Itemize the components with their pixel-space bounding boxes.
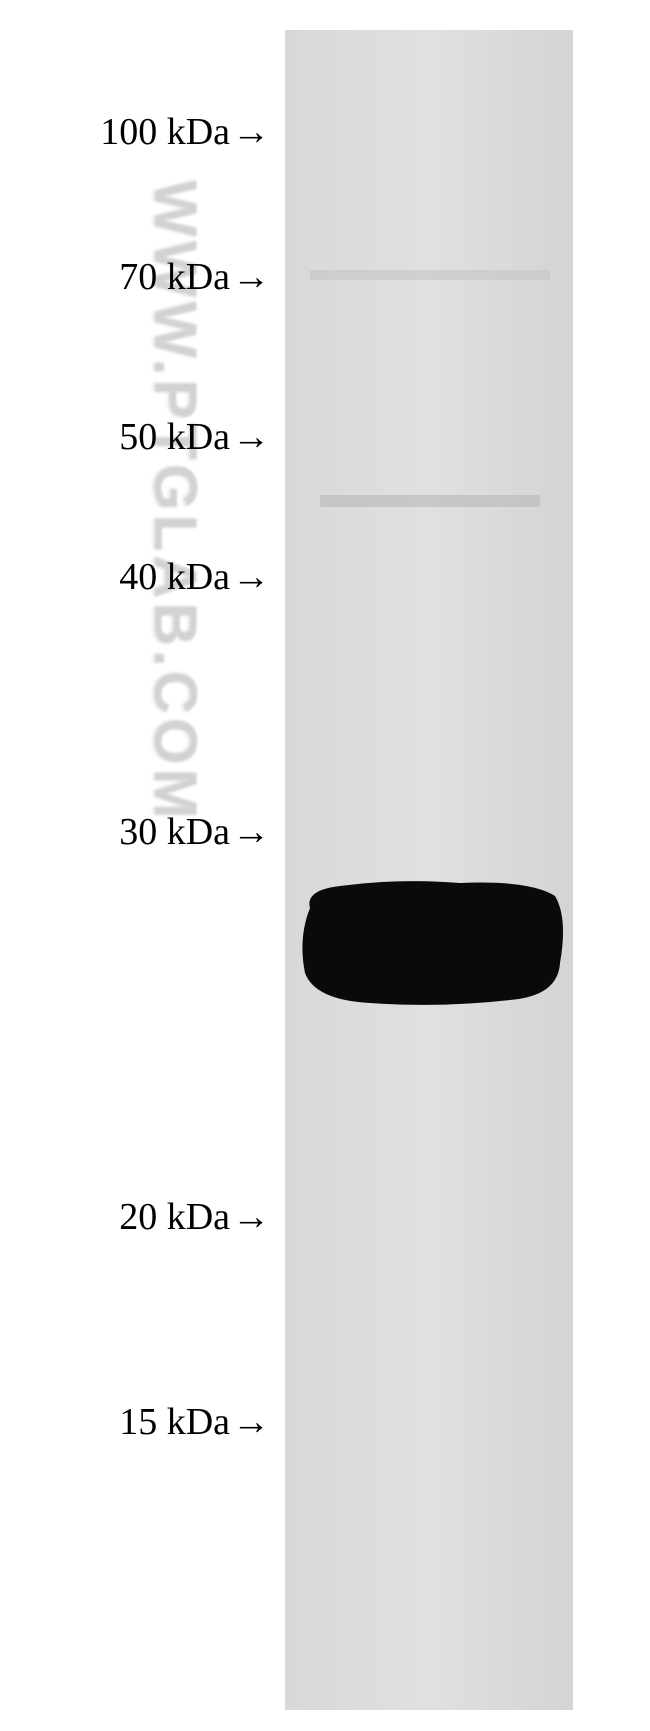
marker-label-text: 70 kDa (119, 256, 230, 298)
marker-label-text: 30 kDa (119, 811, 230, 853)
arrow-icon: → (232, 110, 270, 154)
marker-70kda: 70 kDa→ (119, 255, 270, 299)
arrow-icon: → (232, 810, 270, 854)
arrow-icon: → (232, 555, 270, 599)
marker-100kda: 100 kDa→ (100, 110, 270, 154)
marker-30kda: 30 kDa→ (119, 810, 270, 854)
marker-label-text: 20 kDa (119, 1196, 230, 1238)
arrow-icon: → (232, 255, 270, 299)
arrow-icon: → (232, 1195, 270, 1239)
band-main-dark (300, 878, 565, 1008)
band-main-svg (300, 878, 565, 1008)
marker-label-text: 40 kDa (119, 556, 230, 598)
band-faint-45kda (320, 495, 540, 507)
marker-label-text: 15 kDa (119, 1401, 230, 1443)
marker-20kda: 20 kDa→ (119, 1195, 270, 1239)
marker-15kda: 15 kDa→ (119, 1400, 270, 1444)
marker-50kda: 50 kDa→ (119, 415, 270, 459)
arrow-icon: → (232, 1400, 270, 1444)
band-faint-70kda (310, 270, 550, 280)
arrow-icon: → (232, 415, 270, 459)
marker-label-text: 50 kDa (119, 416, 230, 458)
marker-40kda: 40 kDa→ (119, 555, 270, 599)
marker-label-text: 100 kDa (100, 111, 230, 153)
western-blot-figure: WWW.PTGLAB.COM 100 kDa→ 70 kDa→ 50 kDa→ … (0, 0, 650, 1731)
blot-lane (285, 30, 573, 1710)
